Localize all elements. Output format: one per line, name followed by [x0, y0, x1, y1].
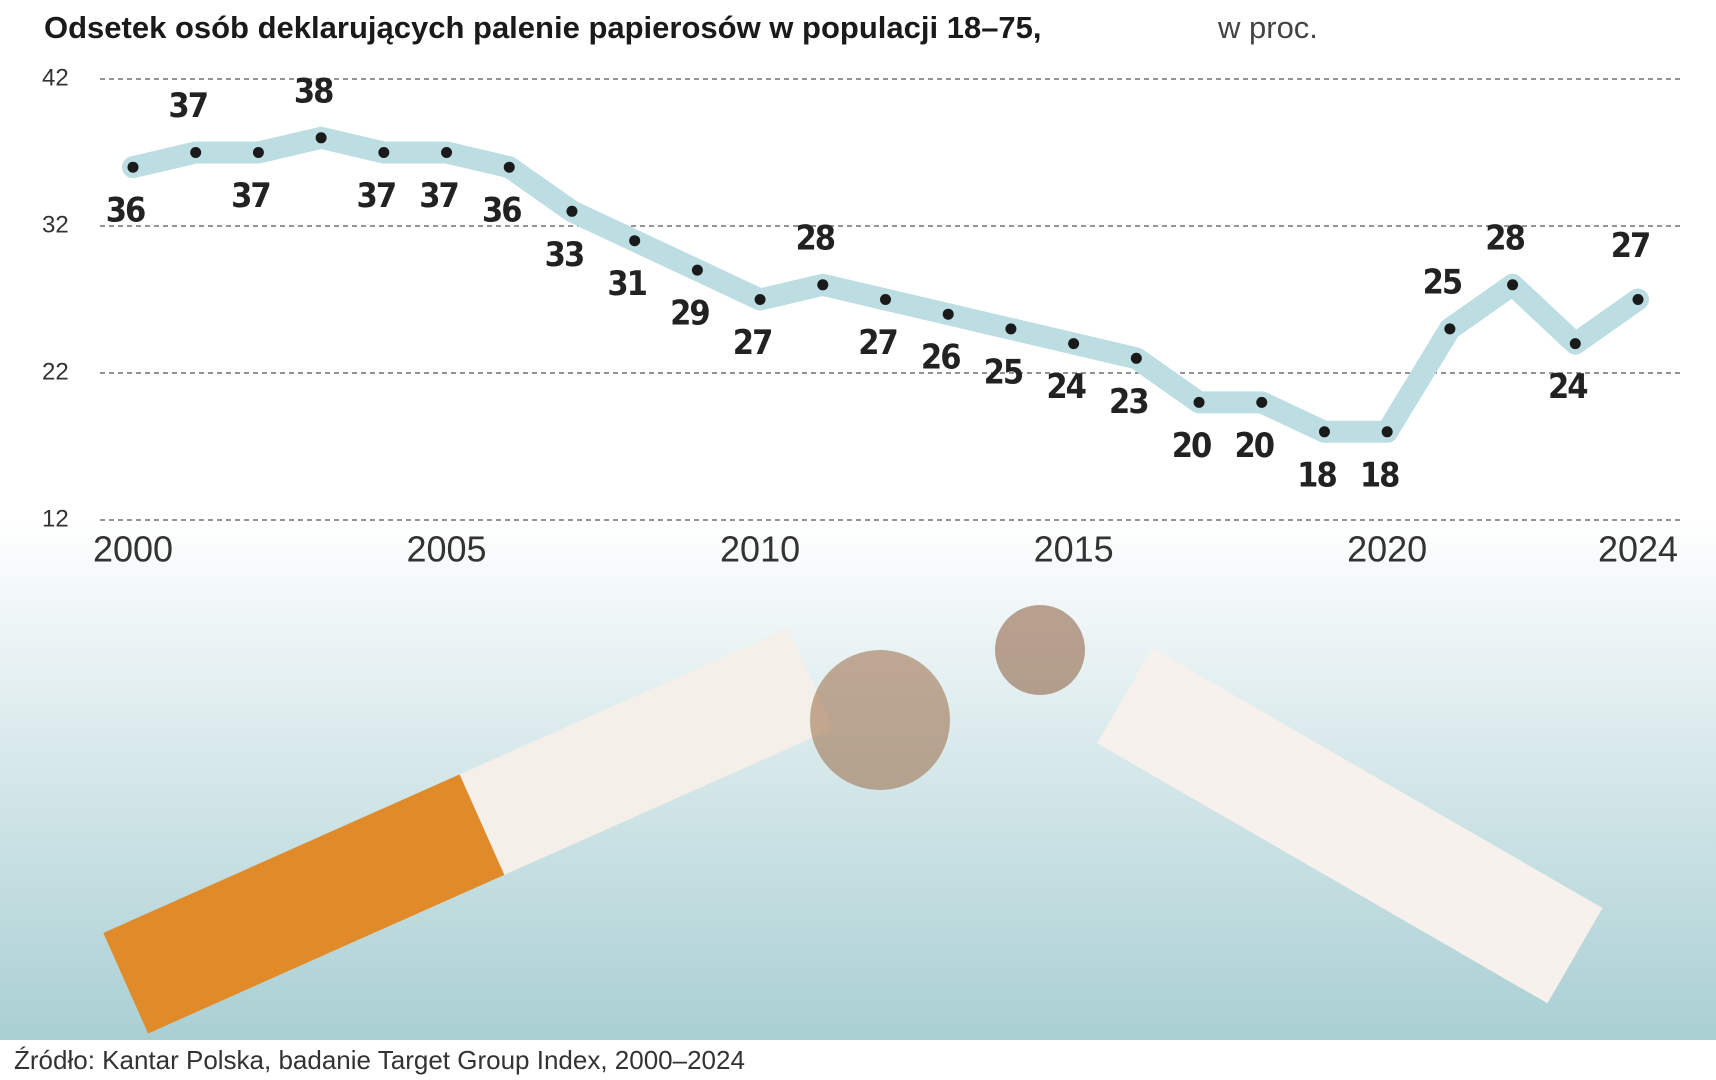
data-point — [1256, 396, 1268, 408]
y-tick-label: 32 — [42, 211, 69, 238]
data-point — [880, 294, 891, 305]
data-point — [1507, 279, 1519, 291]
source: Źródło: Kantar Polska, badanie Target Gr… — [14, 1045, 745, 1075]
data-label: 37 — [168, 86, 207, 126]
data-point — [1130, 352, 1142, 364]
data-label: 28 — [1485, 218, 1524, 258]
data-label: 27 — [858, 323, 897, 363]
data-label: 36 — [482, 191, 521, 231]
data-point — [1068, 338, 1080, 350]
data-point — [441, 147, 453, 158]
data-label: 20 — [1172, 426, 1211, 466]
data-point — [1444, 323, 1456, 335]
data-label: 18 — [1297, 455, 1336, 495]
data-point — [1318, 426, 1330, 438]
x-tick-label: 2015 — [1034, 529, 1114, 570]
data-point — [190, 147, 202, 158]
data-point — [629, 235, 641, 247]
data-label: 37 — [419, 176, 458, 216]
data-label: 25 — [984, 352, 1023, 392]
data-point — [315, 132, 327, 144]
y-tick-label: 42 — [42, 64, 69, 91]
data-point — [1381, 426, 1393, 438]
x-tick-label: 2000 — [93, 529, 173, 570]
data-label: 27 — [1611, 226, 1650, 266]
data-label: 27 — [733, 323, 772, 363]
chart-subtitle: w proc. — [1217, 10, 1318, 45]
data-label: 28 — [796, 218, 835, 258]
data-point — [1193, 396, 1205, 408]
data-label: 37 — [231, 176, 270, 216]
data-point — [691, 264, 703, 276]
data-label: 38 — [294, 71, 333, 111]
data-label: 33 — [545, 235, 584, 275]
data-label: 26 — [921, 338, 960, 378]
y-tick-label: 22 — [42, 358, 69, 385]
data-point — [127, 161, 139, 173]
data-label: 18 — [1360, 455, 1399, 495]
x-tick-label: 2005 — [406, 529, 486, 570]
x-tick-label: 2010 — [720, 529, 800, 570]
data-point — [1632, 294, 1644, 305]
data-label: 25 — [1423, 262, 1462, 302]
data-label: 36 — [106, 191, 145, 231]
data-label: 29 — [670, 294, 709, 334]
data-point — [942, 308, 954, 320]
data-label: 23 — [1109, 382, 1148, 422]
data-point — [754, 294, 766, 305]
data-point — [1005, 323, 1017, 335]
data-label: 24 — [1046, 367, 1085, 407]
x-tick-label: 2024 — [1598, 529, 1678, 570]
data-point — [1569, 338, 1581, 350]
data-point — [566, 205, 578, 217]
data-label: 20 — [1234, 426, 1273, 466]
data-label: 37 — [357, 176, 396, 216]
y-tick-label: 12 — [42, 505, 69, 532]
data-point — [503, 161, 515, 173]
data-label: 24 — [1548, 367, 1587, 407]
data-label: 31 — [607, 264, 646, 304]
x-tick-label: 2020 — [1347, 529, 1427, 570]
data-point — [378, 147, 390, 158]
chart-title: Odsetek osób deklarujących palenie papie… — [44, 10, 1042, 45]
cigarette-illustration — [103, 605, 1603, 1034]
data-point — [252, 147, 264, 158]
data-point — [817, 279, 829, 291]
